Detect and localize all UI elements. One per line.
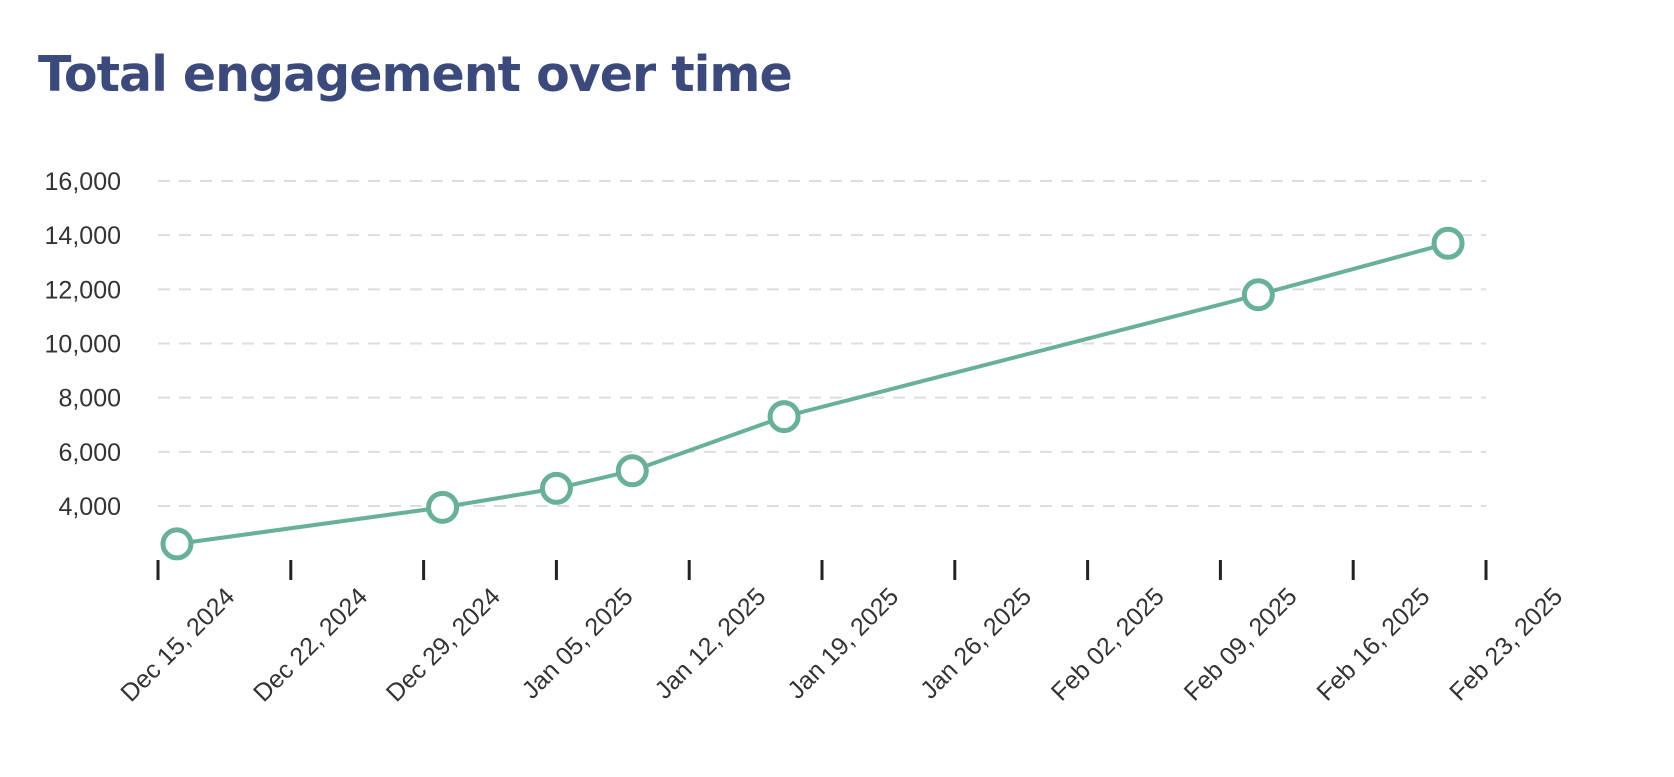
y-tick-label: 16,000 xyxy=(45,168,121,196)
x-tick-label: Feb 16, 2025 xyxy=(1311,582,1435,706)
data-point[interactable] xyxy=(767,400,801,434)
data-point[interactable] xyxy=(615,454,649,488)
y-tick-label: 12,000 xyxy=(45,276,121,304)
chart-title: Total engagement over time xyxy=(38,46,793,103)
x-tick-label: Dec 29, 2024 xyxy=(381,582,506,707)
y-tick-label: 8,000 xyxy=(58,385,121,413)
x-tick-label: Jan 26, 2025 xyxy=(915,582,1037,704)
x-tick-label: Jan 05, 2025 xyxy=(517,582,639,704)
data-point[interactable] xyxy=(160,527,194,561)
data-point[interactable] xyxy=(426,490,460,524)
x-axis-ticks: Dec 15, 2024 Dec 22, 2024 Dec 29, 2024 Jan … xyxy=(115,560,1568,707)
y-tick-label: 4,000 xyxy=(58,493,121,521)
x-tick-label: Feb 02, 2025 xyxy=(1046,582,1170,706)
y-axis-ticks: 4,000 6,000 8,000 10,000 12,000 14,000 16,000 xyxy=(45,168,121,521)
data-point[interactable] xyxy=(1431,226,1465,260)
y-tick-label: 6,000 xyxy=(58,439,121,467)
y-tick-label: 10,000 xyxy=(45,331,121,359)
grid-lines xyxy=(158,180,1486,507)
data-point[interactable] xyxy=(539,471,573,505)
x-tick-label: Feb 09, 2025 xyxy=(1179,582,1303,706)
x-tick-label: Jan 19, 2025 xyxy=(782,582,904,704)
x-tick-label: Dec 15, 2024 xyxy=(115,582,240,707)
data-point[interactable] xyxy=(1241,278,1275,312)
x-tick-label: Jan 12, 2025 xyxy=(649,582,771,704)
series-points xyxy=(160,226,1465,561)
y-tick-label: 14,000 xyxy=(45,222,121,250)
x-tick-label: Feb 23, 2025 xyxy=(1444,582,1568,706)
x-tick-label: Dec 22, 2024 xyxy=(248,582,373,707)
